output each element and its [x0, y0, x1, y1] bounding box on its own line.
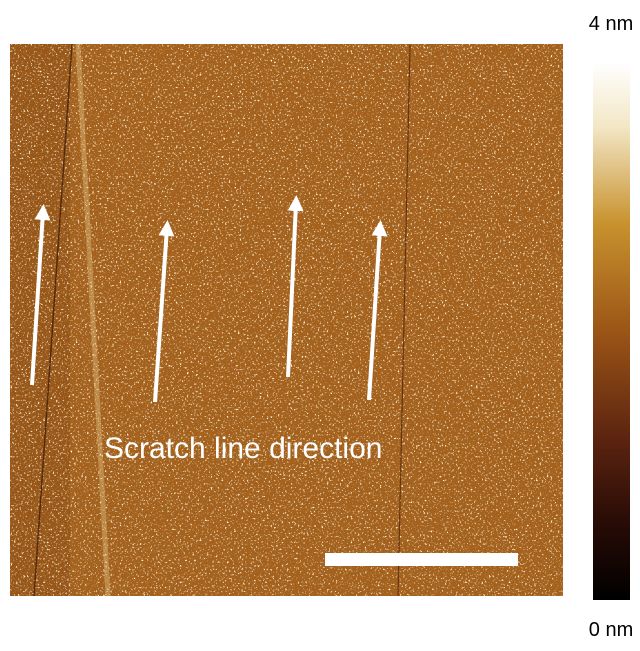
colorbar-max-label: 4 nm — [589, 13, 633, 35]
afm-figure: Scratch line direction 4 nm 0 nm — [0, 0, 640, 646]
afm-image: Scratch line direction — [10, 44, 563, 596]
scale-bar — [325, 553, 518, 566]
colorbar — [593, 62, 630, 600]
colorbar-min-label: 0 nm — [589, 619, 633, 641]
page: Scratch line direction 4 nm 0 nm (() => … — [0, 0, 640, 646]
annotation: Scratch line direction — [104, 432, 382, 465]
